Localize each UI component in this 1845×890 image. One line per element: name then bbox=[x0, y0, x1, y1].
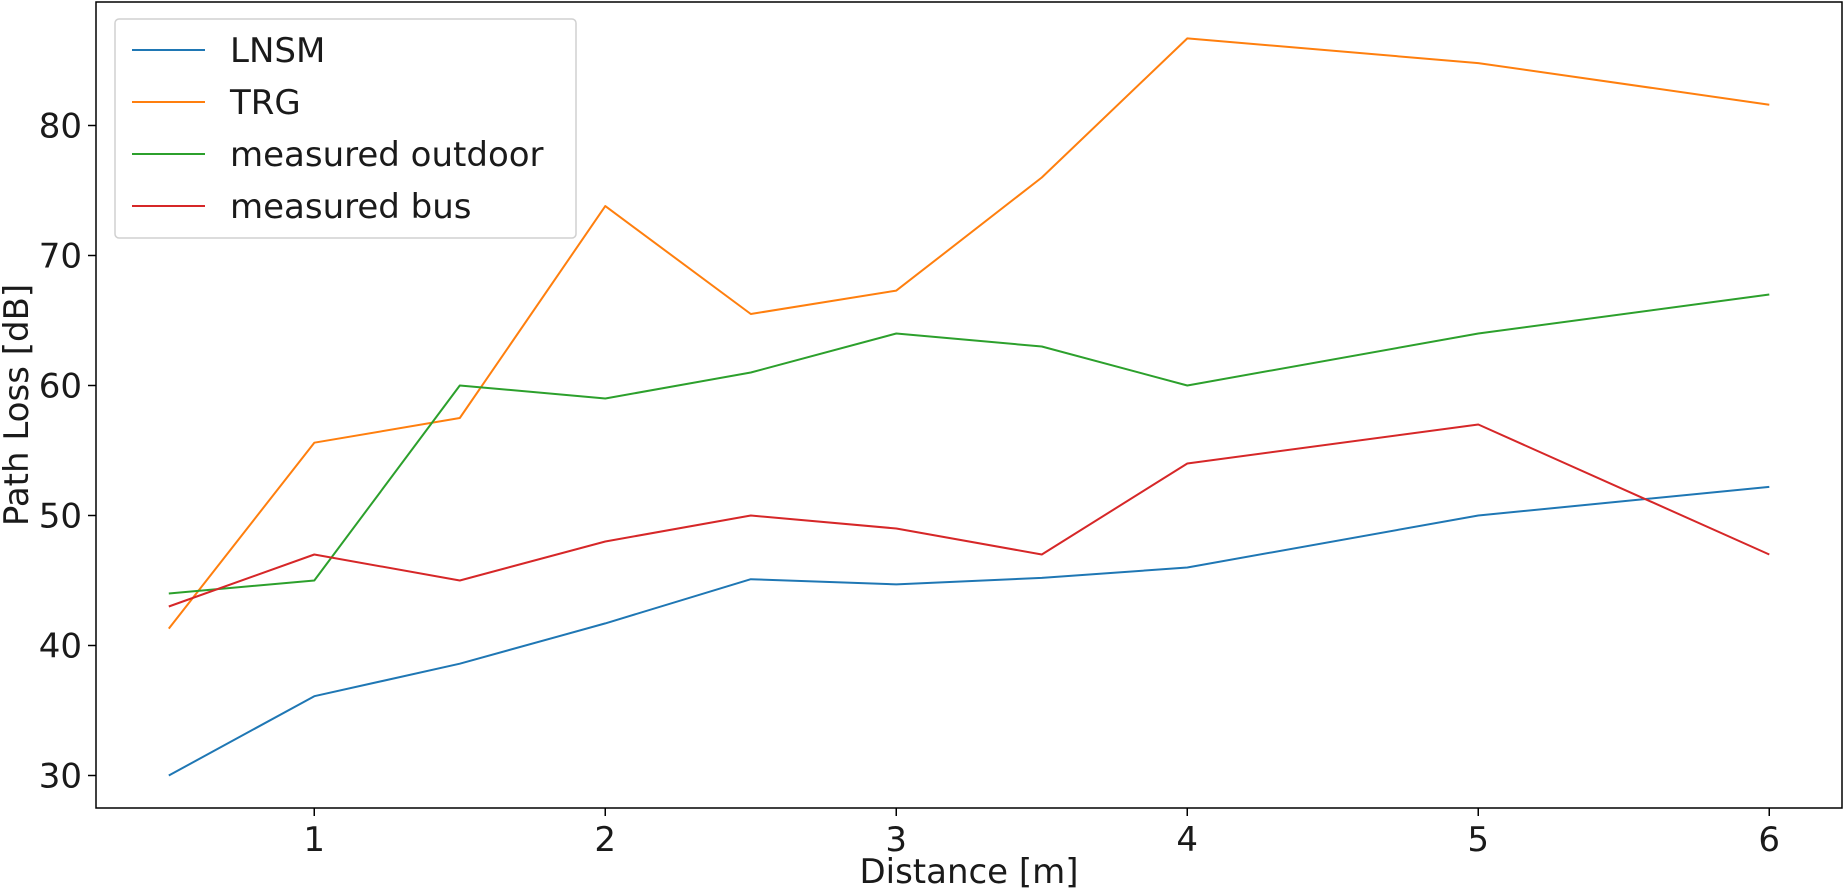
legend: LNSM TRG measured outdoor measured bus bbox=[114, 18, 577, 239]
y-tick-label: 40 bbox=[39, 627, 82, 667]
x-tick-label: 3 bbox=[885, 820, 907, 860]
x-tick-label: 2 bbox=[594, 820, 616, 860]
legend-label: measured bus bbox=[230, 187, 472, 227]
x-axis-label: Distance [m] bbox=[859, 852, 1078, 890]
x-tick-label: 5 bbox=[1467, 820, 1489, 860]
y-axis-label: Path Loss [dB] bbox=[0, 284, 37, 526]
y-axis: 30 40 50 60 70 80 bbox=[39, 107, 96, 797]
series-line-lnsm bbox=[168, 485, 1770, 777]
legend-frame bbox=[114, 18, 577, 239]
y-tick-label: 50 bbox=[39, 497, 82, 537]
y-tick-label: 60 bbox=[39, 367, 82, 407]
series-line-measured-outdoor bbox=[168, 293, 1770, 595]
series-line-trg bbox=[168, 37, 1770, 630]
legend-label: TRG bbox=[229, 83, 301, 123]
y-tick-label: 30 bbox=[39, 757, 82, 797]
legend-label: measured outdoor bbox=[230, 135, 544, 175]
x-tick-label: 4 bbox=[1176, 820, 1198, 860]
plot-lines bbox=[168, 37, 1770, 777]
y-tick-label: 80 bbox=[39, 107, 82, 147]
plot-frame bbox=[95, 1, 1843, 809]
series-line-measured-bus bbox=[168, 423, 1770, 608]
x-axis: 1 2 3 4 5 6 bbox=[303, 808, 1780, 860]
x-tick-label: 6 bbox=[1758, 820, 1780, 860]
y-tick-label: 70 bbox=[39, 237, 82, 277]
x-tick-label: 1 bbox=[303, 820, 325, 860]
legend-label: LNSM bbox=[230, 31, 325, 71]
